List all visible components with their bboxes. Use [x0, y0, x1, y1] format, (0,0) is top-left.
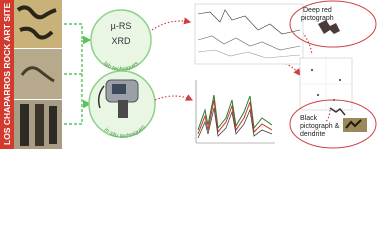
side-strip — [0, 0, 14, 149]
device — [97, 79, 139, 118]
green-arrows — [64, 23, 92, 125]
result-label: dendrite — [300, 131, 325, 138]
result-label: Black — [300, 115, 318, 122]
photos — [14, 0, 62, 149]
scatter-plot — [299, 57, 353, 111]
lab-circle — [90, 9, 152, 71]
result-label: pictograph & — [300, 123, 340, 130]
result-label: Deep red — [303, 7, 332, 14]
raman-plot — [195, 80, 275, 144]
lab-item: XRD — [111, 36, 131, 46]
side-label: LOS CHAPARROS ROCK ART SITE — [2, 3, 12, 145]
result-ellipse — [289, 0, 377, 48]
result-ellipse — [289, 99, 377, 149]
lab-item: µ-RS — [111, 21, 132, 31]
result-label: pictograph — [301, 15, 334, 22]
dendrite-mark — [345, 119, 362, 129]
red-arrows — [151, 17, 331, 123]
graphical-abstract: LOS CHAPARROS ROCK ART SITE µ-RS XRD lab… — [0, 0, 377, 149]
xrd-plot — [194, 3, 304, 65]
pictograph-thumb — [318, 20, 340, 34]
pictograph-thumb — [329, 107, 346, 116]
